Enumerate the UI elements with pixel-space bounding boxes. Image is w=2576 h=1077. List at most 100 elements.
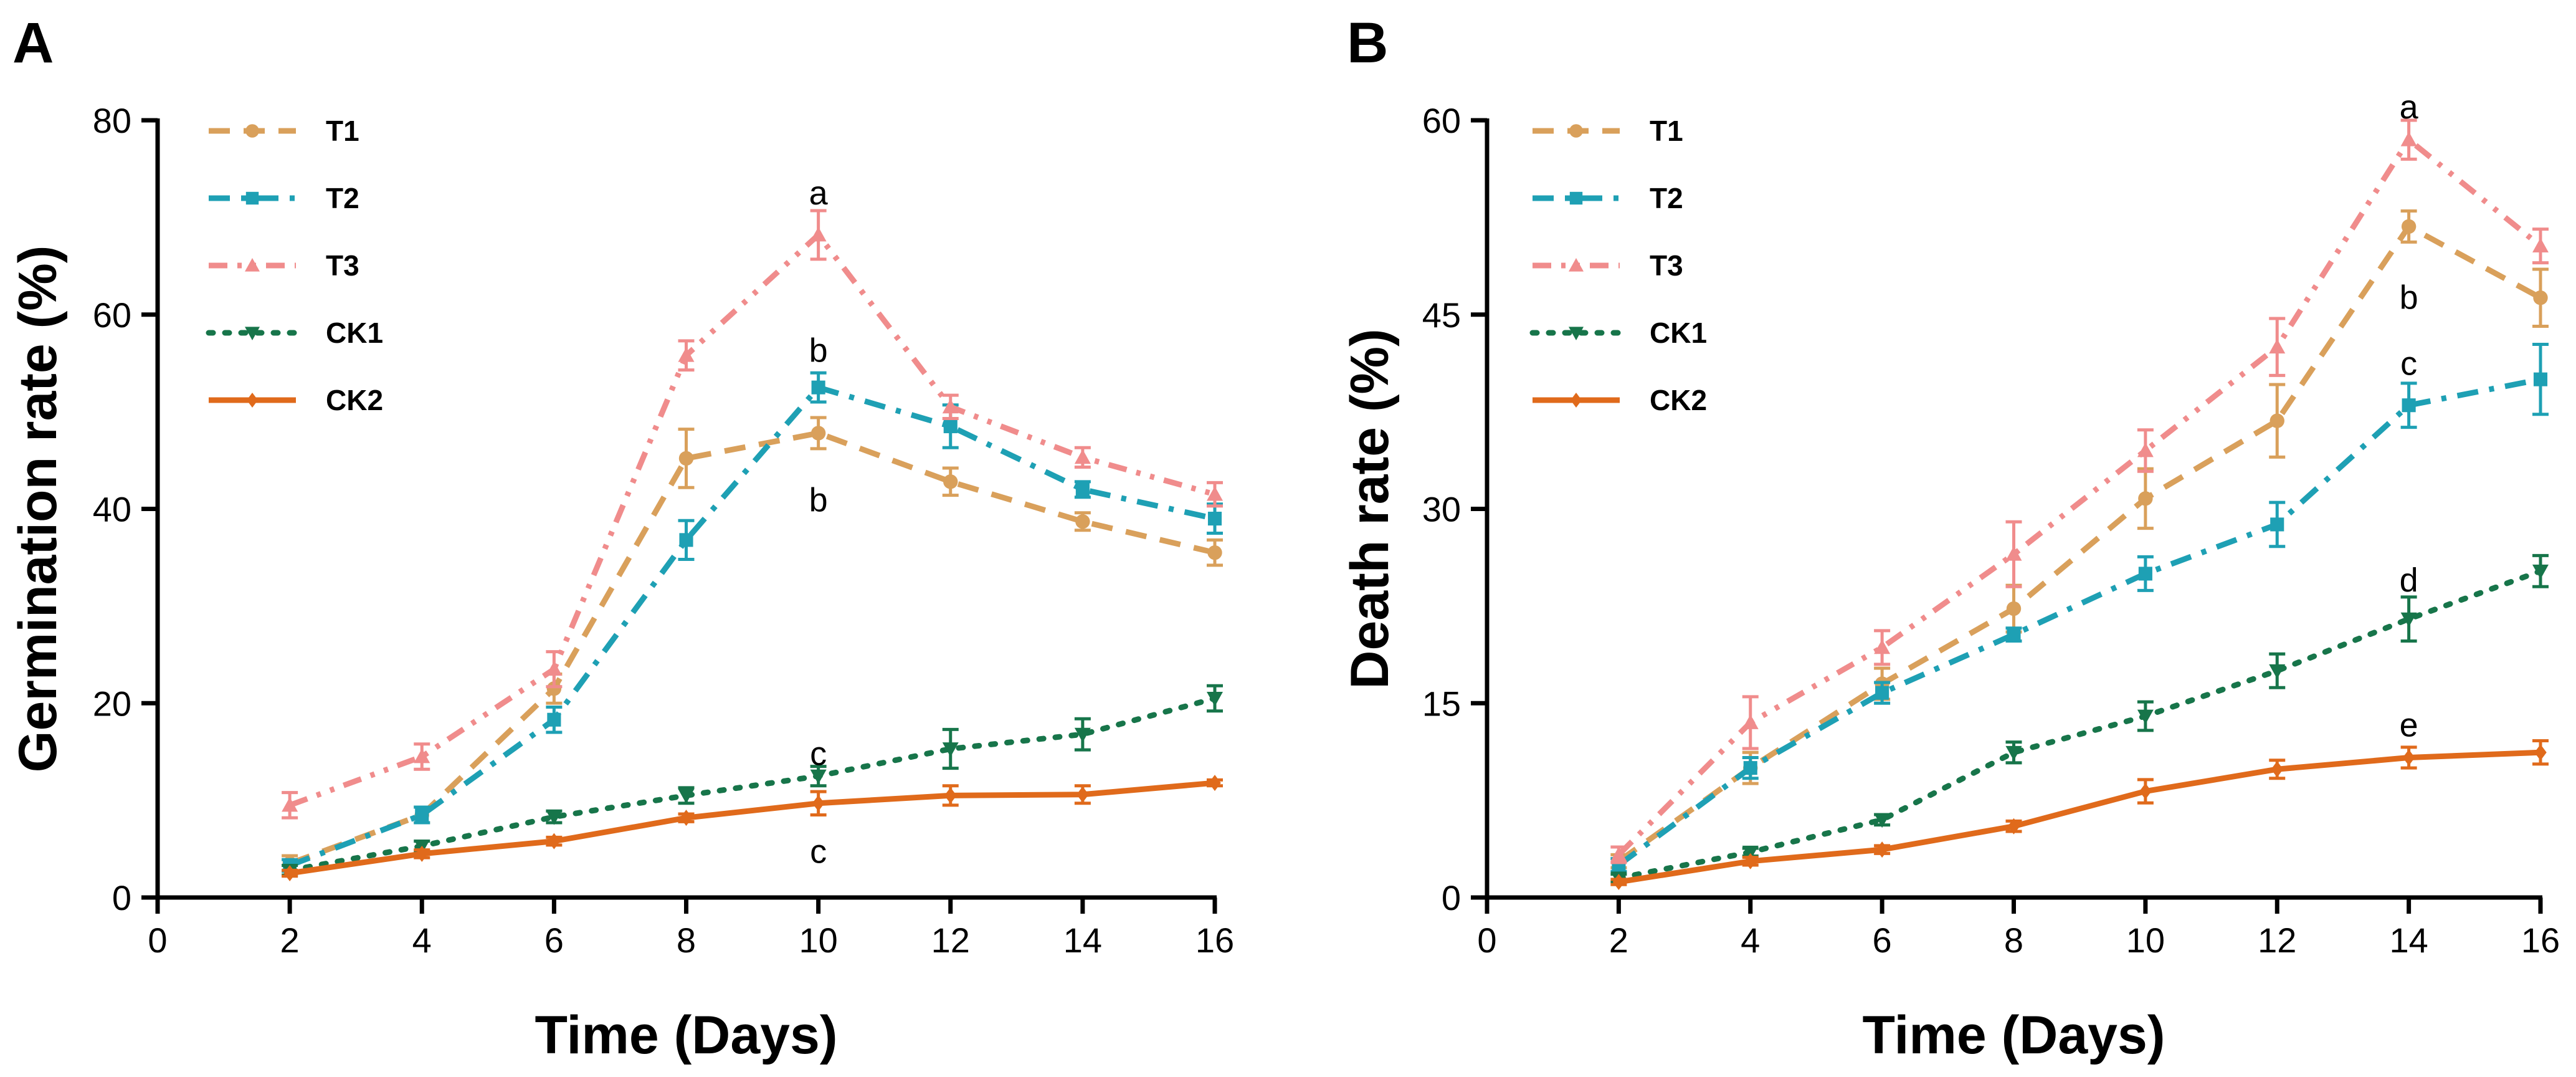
significance-label: c (2400, 345, 2417, 383)
legend-item-ck2: CK2 (1533, 384, 1707, 416)
series-ck1 (282, 684, 1223, 879)
data-point (546, 810, 563, 825)
series-ck2 (282, 775, 1223, 882)
legend-item-t1: T1 (1533, 115, 1683, 147)
x-tick-label: 16 (1195, 921, 1234, 960)
data-point (1612, 874, 1625, 891)
x-tick-label: 10 (2126, 921, 2165, 960)
data-point (1207, 545, 1222, 560)
data-point (548, 833, 561, 850)
data-point (1874, 813, 1891, 828)
panel-letter: A (12, 11, 54, 75)
legend-item-t3: T3 (209, 249, 359, 282)
y-tick-label: 80 (93, 101, 131, 140)
y-axis-title: Germination rate (%) (8, 246, 68, 773)
data-point (282, 797, 298, 812)
data-point (2006, 601, 2022, 616)
series-line (289, 780, 1215, 876)
series-line (287, 695, 1218, 873)
data-point (2534, 744, 2547, 761)
data-point (1875, 686, 1889, 700)
data-point (679, 533, 693, 547)
data-point (680, 810, 693, 826)
data-point (546, 661, 563, 676)
data-point (678, 347, 695, 362)
legend-marker (1571, 393, 1582, 408)
legend-marker (1569, 327, 1584, 340)
data-point (1742, 714, 1759, 729)
legend-marker (1569, 258, 1584, 272)
y-tick-label: 45 (1422, 295, 1461, 335)
legend-label: T3 (1650, 249, 1683, 282)
data-point (812, 795, 825, 811)
series-t2 (282, 371, 1223, 873)
panel-letter: B (1347, 11, 1388, 75)
series-line (1618, 749, 2541, 885)
x-tick-label: 16 (2521, 921, 2560, 960)
y-tick-label: 20 (93, 684, 131, 723)
legend-label: T2 (1650, 182, 1683, 214)
legend-item-ck1: CK1 (206, 317, 383, 349)
data-point (2532, 237, 2549, 252)
legend-label: T3 (326, 249, 359, 282)
significance-label: b (809, 481, 828, 519)
x-tick-label: 2 (1609, 921, 1628, 960)
data-point (944, 787, 957, 804)
data-point (942, 742, 959, 757)
significance-label: e (2400, 707, 2418, 744)
legend-label: CK1 (1650, 317, 1707, 349)
x-tick-label: 0 (148, 921, 167, 960)
data-point (2137, 709, 2154, 725)
legend-label: T2 (326, 182, 359, 214)
data-point (2269, 413, 2284, 428)
significance-label: a (809, 175, 829, 212)
data-point (2007, 818, 2020, 835)
legend-item-ck2: CK2 (209, 384, 383, 416)
data-point (2400, 132, 2417, 146)
x-tick-label: 12 (2258, 921, 2296, 960)
series-t3 (1610, 118, 2549, 864)
y-tick-label: 0 (1442, 878, 1461, 917)
series-line (1617, 136, 2542, 857)
data-point (678, 451, 694, 466)
data-point (1075, 482, 1090, 497)
legend-label: CK2 (1650, 384, 1707, 416)
data-point (2402, 398, 2416, 413)
legend-marker (1569, 191, 1583, 205)
x-tick-label: 4 (412, 921, 432, 960)
data-point (283, 865, 296, 882)
data-point (2532, 564, 2549, 580)
data-point (1207, 486, 1223, 501)
data-point (2139, 783, 2152, 800)
legend-item-t2: T2 (209, 182, 359, 214)
data-point (810, 426, 826, 441)
data-point (416, 845, 428, 862)
data-point (2007, 628, 2021, 642)
legend-item-ck1: CK1 (1529, 317, 1707, 349)
x-tick-label: 2 (280, 921, 300, 960)
legend-item-t1: T1 (209, 115, 359, 147)
data-point (678, 788, 695, 804)
series-line (288, 385, 1215, 868)
x-tick-label: 4 (1741, 921, 1760, 960)
data-point (1876, 841, 1888, 858)
panel-b-chart: B 0 15 30 45 60 0 2 4 6 8 10 12 14 16 Time (Days) Death … (1340, 11, 2560, 1065)
legend-marker (1569, 124, 1583, 138)
legend-label: CK1 (326, 317, 383, 349)
data-point (1742, 845, 1759, 861)
data-point (2271, 761, 2283, 778)
data-point (2005, 546, 2022, 561)
data-point (2402, 749, 2415, 766)
series-line (288, 232, 1216, 808)
data-point (811, 380, 825, 395)
data-point (1743, 761, 1757, 775)
x-axis-title: Time (Days) (535, 1005, 838, 1065)
data-point (1075, 514, 1090, 529)
x-tick-label: 8 (677, 921, 696, 960)
series-ck1 (1610, 553, 2549, 886)
x-tick-label: 14 (1063, 921, 1102, 960)
data-point (1610, 846, 1627, 861)
data-point (415, 808, 429, 822)
y-tick-label: 40 (93, 490, 131, 529)
data-point (414, 748, 430, 763)
